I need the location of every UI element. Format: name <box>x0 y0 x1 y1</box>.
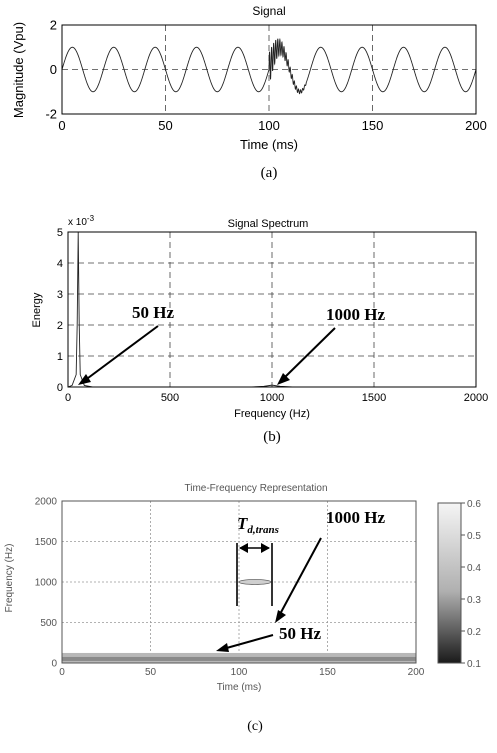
a-xtick-label: 150 <box>362 118 384 133</box>
chart-c-annotation-1000hz-arrow <box>278 537 322 617</box>
chart-c-annotation-1000hz-label: 1000 Hz <box>326 508 385 527</box>
c-xtick-label: 50 <box>145 667 157 678</box>
c-xtick-label: 150 <box>319 667 336 678</box>
chart-b-exponent-power: -3 <box>87 214 95 223</box>
b-ytick-label: 3 <box>57 289 63 301</box>
chart-c-duration-marker: Td,trans <box>236 514 279 606</box>
c-ytick-label: 500 <box>40 618 57 629</box>
chart-a-plot-frame <box>61 24 477 115</box>
b-xtick-label: 2000 <box>464 392 488 404</box>
chart-b-annotation-1000hz-arrow <box>282 327 336 380</box>
chart-b-annotation-1000hz: 1000 Hz <box>277 305 385 385</box>
chart-c-xlabel: Time (ms) <box>217 682 262 693</box>
colorbar-tick-label: 0.6 <box>467 499 481 510</box>
b-xtick-label: 0 <box>65 392 71 404</box>
chart-b-spectrum-line <box>67 231 476 388</box>
chart-c-caption: (c) <box>247 719 263 734</box>
chart-b-xlabel: Frequency (Hz) <box>234 408 310 420</box>
colorbar-tick-label: 0.1 <box>467 659 481 670</box>
b-xtick-label: 500 <box>161 392 179 404</box>
chart-a-signal-line <box>61 37 477 95</box>
colorbar-tick-label: 0.4 <box>467 563 481 574</box>
a-ytick-label: 2 <box>50 18 57 33</box>
colorbar-tick-label: 0.3 <box>467 595 481 606</box>
chart-c-50hz-band-core <box>62 656 416 661</box>
chart-b-grid <box>68 232 476 387</box>
b-ytick-label: 1 <box>57 351 63 363</box>
b-xtick-label: 1000 <box>260 392 284 404</box>
chart-b-plot-frame <box>67 231 477 388</box>
chart-c-annotation-50hz: 50 Hz <box>216 624 321 652</box>
a-xtick-label: 50 <box>158 118 172 133</box>
chart-c-duration-right-arrowhead <box>261 543 270 553</box>
chart-b-annotation-1000hz-label: 1000 Hz <box>326 305 385 324</box>
chart-b: Signal Spectrum x 10-3 0 500 1000 1500 2000 … <box>31 214 488 445</box>
chart-a-caption: (a) <box>261 165 278 181</box>
chart-c-duration-label-sub: d,trans <box>247 524 279 536</box>
chart-c-1000hz-burst <box>238 579 272 585</box>
c-ytick-label: 1000 <box>35 578 58 589</box>
chart-a-x-ticks: 0 50 100 150 200 <box>58 118 486 133</box>
chart-c-y-ticks: 2000 1500 1000 500 0 <box>35 497 58 670</box>
c-ytick-label: 1500 <box>35 537 58 548</box>
chart-c-colorbar: 0.6 0.5 0.4 0.3 0.2 0.1 <box>437 499 481 670</box>
chart-c-colorbar-gradient <box>437 502 462 664</box>
chart-c-title: Time-Frequency Representation <box>184 483 327 494</box>
colorbar-tick-label: 0.2 <box>467 627 481 638</box>
a-ytick-label: 0 <box>50 62 57 77</box>
chart-c-annotation-1000hz: 1000 Hz <box>275 508 385 623</box>
chart-b-exponent-base: x 10 <box>68 217 87 228</box>
chart-a-title: Signal <box>252 4 285 18</box>
c-ytick-label: 2000 <box>35 497 58 508</box>
a-xtick-label: 100 <box>258 118 280 133</box>
chart-b-title: Signal Spectrum <box>228 218 309 230</box>
chart-c-x-ticks: 0 50 100 150 200 <box>59 667 425 678</box>
c-xtick-label: 0 <box>59 667 65 678</box>
chart-a: Signal 0 50 100 150 200 20-2 Time (ms) Magni… <box>11 4 487 181</box>
chart-b-annotation-50hz-arrow <box>83 325 159 382</box>
c-xtick-label: 200 <box>408 667 425 678</box>
c-xtick-label: 100 <box>231 667 248 678</box>
colorbar-tick-label: 0.5 <box>467 531 481 542</box>
chart-b-annotation-50hz-arrowhead <box>78 374 91 385</box>
c-ytick-label: 0 <box>51 659 57 670</box>
chart-b-y-ticks: 5 4 3 2 1 0 <box>57 227 63 394</box>
a-xtick-label: 200 <box>465 118 487 133</box>
chart-c-annotation-50hz-label: 50 Hz <box>279 624 321 643</box>
chart-b-annotation-50hz-label: 50 Hz <box>132 303 174 322</box>
chart-b-annotation-50hz: 50 Hz <box>78 303 174 385</box>
b-ytick-label: 5 <box>57 227 63 239</box>
chart-c-plot-frame <box>61 500 417 664</box>
chart-a-ylabel: Magnitude (Vpu) <box>11 22 26 118</box>
chart-b-ylabel: Energy <box>31 292 43 327</box>
chart-c-duration-label: Td,trans <box>237 514 279 536</box>
chart-c-duration-label-T: T <box>237 514 248 533</box>
b-ytick-label: 2 <box>57 320 63 332</box>
chart-b-x-ticks: 0 500 1000 1500 2000 <box>65 392 488 404</box>
chart-c-colorbar-ticks: 0.6 0.5 0.4 0.3 0.2 0.1 <box>461 499 481 670</box>
chart-b-annotation-1000hz-arrowhead <box>277 373 290 385</box>
chart-b-caption: (b) <box>263 429 281 445</box>
b-ytick-label: 0 <box>57 382 63 394</box>
chart-c-annotation-50hz-arrowhead <box>216 643 229 652</box>
a-xtick-label: 0 <box>58 118 65 133</box>
chart-c-duration-left-arrowhead <box>239 543 248 553</box>
a-ytick-label: -2 <box>45 107 57 122</box>
b-xtick-label: 1500 <box>362 392 386 404</box>
chart-c-annotation-1000hz-arrowhead <box>275 610 286 623</box>
chart-c-ylabel: Frequency (Hz) <box>4 544 15 613</box>
b-ytick-label: 4 <box>57 258 63 270</box>
chart-c-annotation-50hz-arrow <box>222 634 274 650</box>
chart-b-exponent: x 10-3 <box>68 214 95 228</box>
chart-a-y-ticks: 2 0 -2 <box>45 18 57 122</box>
chart-c: Time-Frequency Representation 0 50 100 150 2… <box>4 483 481 734</box>
chart-a-xlabel: Time (ms) <box>240 137 298 152</box>
